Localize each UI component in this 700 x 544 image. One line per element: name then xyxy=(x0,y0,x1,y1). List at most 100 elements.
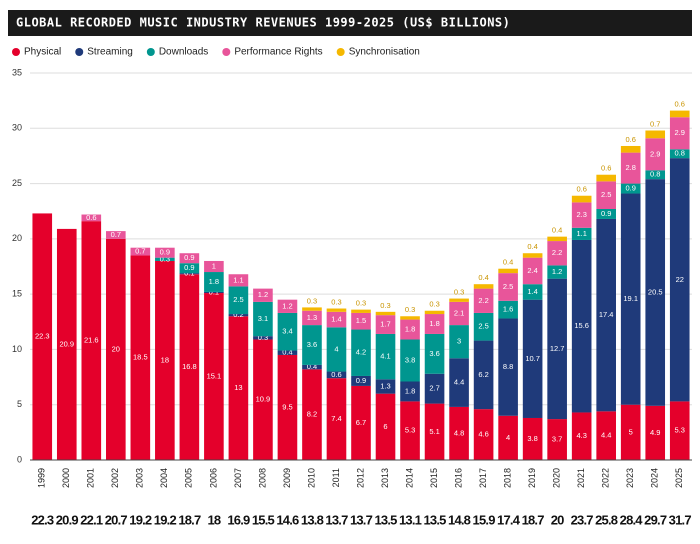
data-label: 2.9 xyxy=(650,149,660,158)
data-label: 4.4 xyxy=(601,431,611,440)
bar-segment xyxy=(522,257,543,285)
bar-segment xyxy=(645,170,666,180)
data-label: 13 xyxy=(234,383,242,392)
data-label: 4.8 xyxy=(454,428,464,437)
bar-segment xyxy=(326,308,347,312)
chart-title: GLOBAL RECORDED MUSIC INDUSTRY REVENUES … xyxy=(16,16,510,30)
y-tick-label: 35 xyxy=(12,67,22,77)
bar-segment xyxy=(596,181,616,210)
total-label: 23.7 xyxy=(571,512,594,527)
x-tick-label: 2024 xyxy=(650,468,660,488)
data-label: 4.9 xyxy=(650,428,660,437)
bar-segment xyxy=(620,183,641,194)
bar-segment xyxy=(228,316,249,460)
data-label: 0.1 xyxy=(184,269,194,278)
total-label: 13.7 xyxy=(350,512,373,527)
data-label: 5.3 xyxy=(405,426,415,435)
data-label: 20.5 xyxy=(648,287,663,296)
legend-marker xyxy=(222,48,231,56)
bar-segment xyxy=(155,257,175,261)
total-label: 15.5 xyxy=(252,512,275,527)
y-tick-label: 15 xyxy=(12,289,22,299)
bar-segment xyxy=(228,314,249,317)
data-label: 1.7 xyxy=(380,320,390,329)
bar-segment xyxy=(400,381,420,402)
data-label: 9.5 xyxy=(282,402,292,411)
total-label: 29.7 xyxy=(644,512,667,527)
data-label: 0.9 xyxy=(601,209,611,218)
total-label: 14.6 xyxy=(276,512,299,527)
data-label: 6.7 xyxy=(356,418,366,427)
x-tick-label: 2001 xyxy=(86,468,96,488)
bar-segment xyxy=(498,273,518,301)
data-label: 4.3 xyxy=(576,431,586,440)
bar-segment xyxy=(277,312,298,351)
bar-segment xyxy=(375,393,396,460)
bar-segment xyxy=(571,202,592,228)
bar-segment xyxy=(473,312,494,341)
data-label: 2.9 xyxy=(675,128,685,137)
data-label: 1.6 xyxy=(503,305,513,314)
x-tick-label: 2012 xyxy=(355,468,365,488)
total-label: 18.7 xyxy=(522,512,545,527)
bar-segment xyxy=(179,273,200,275)
y-tick-label: 25 xyxy=(12,178,22,188)
bar-segment xyxy=(571,412,592,460)
data-label: 2.7 xyxy=(429,384,439,393)
data-label: 3.4 xyxy=(282,327,292,336)
bar-segment xyxy=(302,325,322,365)
data-label: 22.3 xyxy=(35,332,50,341)
total-label: 22.1 xyxy=(80,512,103,527)
legend-label: Streaming xyxy=(87,47,133,58)
bar-segment xyxy=(228,286,249,315)
x-tick-label: 2006 xyxy=(208,468,218,488)
bar-segment xyxy=(326,371,347,379)
data-label: 1.8 xyxy=(429,319,439,328)
data-label: 0.9 xyxy=(160,248,170,257)
title-band xyxy=(8,10,692,36)
bar-segment xyxy=(449,406,469,460)
data-label: 1.2 xyxy=(282,301,292,310)
total-label: 13.5 xyxy=(374,512,397,527)
bar-segment xyxy=(424,333,445,374)
data-label: 20.9 xyxy=(59,339,74,348)
data-label: 0.6 xyxy=(675,100,685,109)
total-label: 19.2 xyxy=(129,512,152,527)
bar-segment xyxy=(253,336,273,340)
data-label: 2.2 xyxy=(552,248,562,257)
data-label: 3.1 xyxy=(258,314,268,323)
data-label: 12.7 xyxy=(550,344,565,353)
bar-segment xyxy=(424,314,445,334)
data-label: 20 xyxy=(112,344,120,353)
bar-segment xyxy=(449,358,469,407)
data-label: 8.8 xyxy=(503,362,513,371)
data-label: 2.5 xyxy=(233,295,243,304)
x-tick-label: 2018 xyxy=(502,468,512,488)
data-label: 0.4 xyxy=(478,273,488,282)
x-tick-label: 2013 xyxy=(380,468,390,488)
bar-segment xyxy=(32,213,53,460)
data-label: 1.8 xyxy=(405,386,415,395)
bar-segment xyxy=(498,318,518,416)
bar-segment xyxy=(204,291,224,294)
bar-segment xyxy=(424,373,445,404)
data-label: 2.5 xyxy=(601,190,611,199)
total-label: 31.7 xyxy=(669,512,692,527)
bar-segment xyxy=(424,310,445,315)
data-label: 2.1 xyxy=(454,308,464,317)
bar-segment xyxy=(669,401,690,460)
legend-marker xyxy=(75,48,84,56)
total-label: 17.4 xyxy=(497,512,521,527)
data-label: 0.3 xyxy=(160,254,170,263)
x-tick-label: 1999 xyxy=(37,468,47,488)
data-label: 6 xyxy=(383,422,387,431)
data-label: 0.7 xyxy=(135,247,145,256)
bar-segment xyxy=(179,253,200,264)
data-label: 0.6 xyxy=(331,370,341,379)
data-label: 10.7 xyxy=(525,354,540,363)
bar-segment xyxy=(351,385,371,460)
total-label: 18 xyxy=(207,512,220,527)
data-label: 2.5 xyxy=(478,322,488,331)
x-tick-label: 2005 xyxy=(184,468,194,488)
